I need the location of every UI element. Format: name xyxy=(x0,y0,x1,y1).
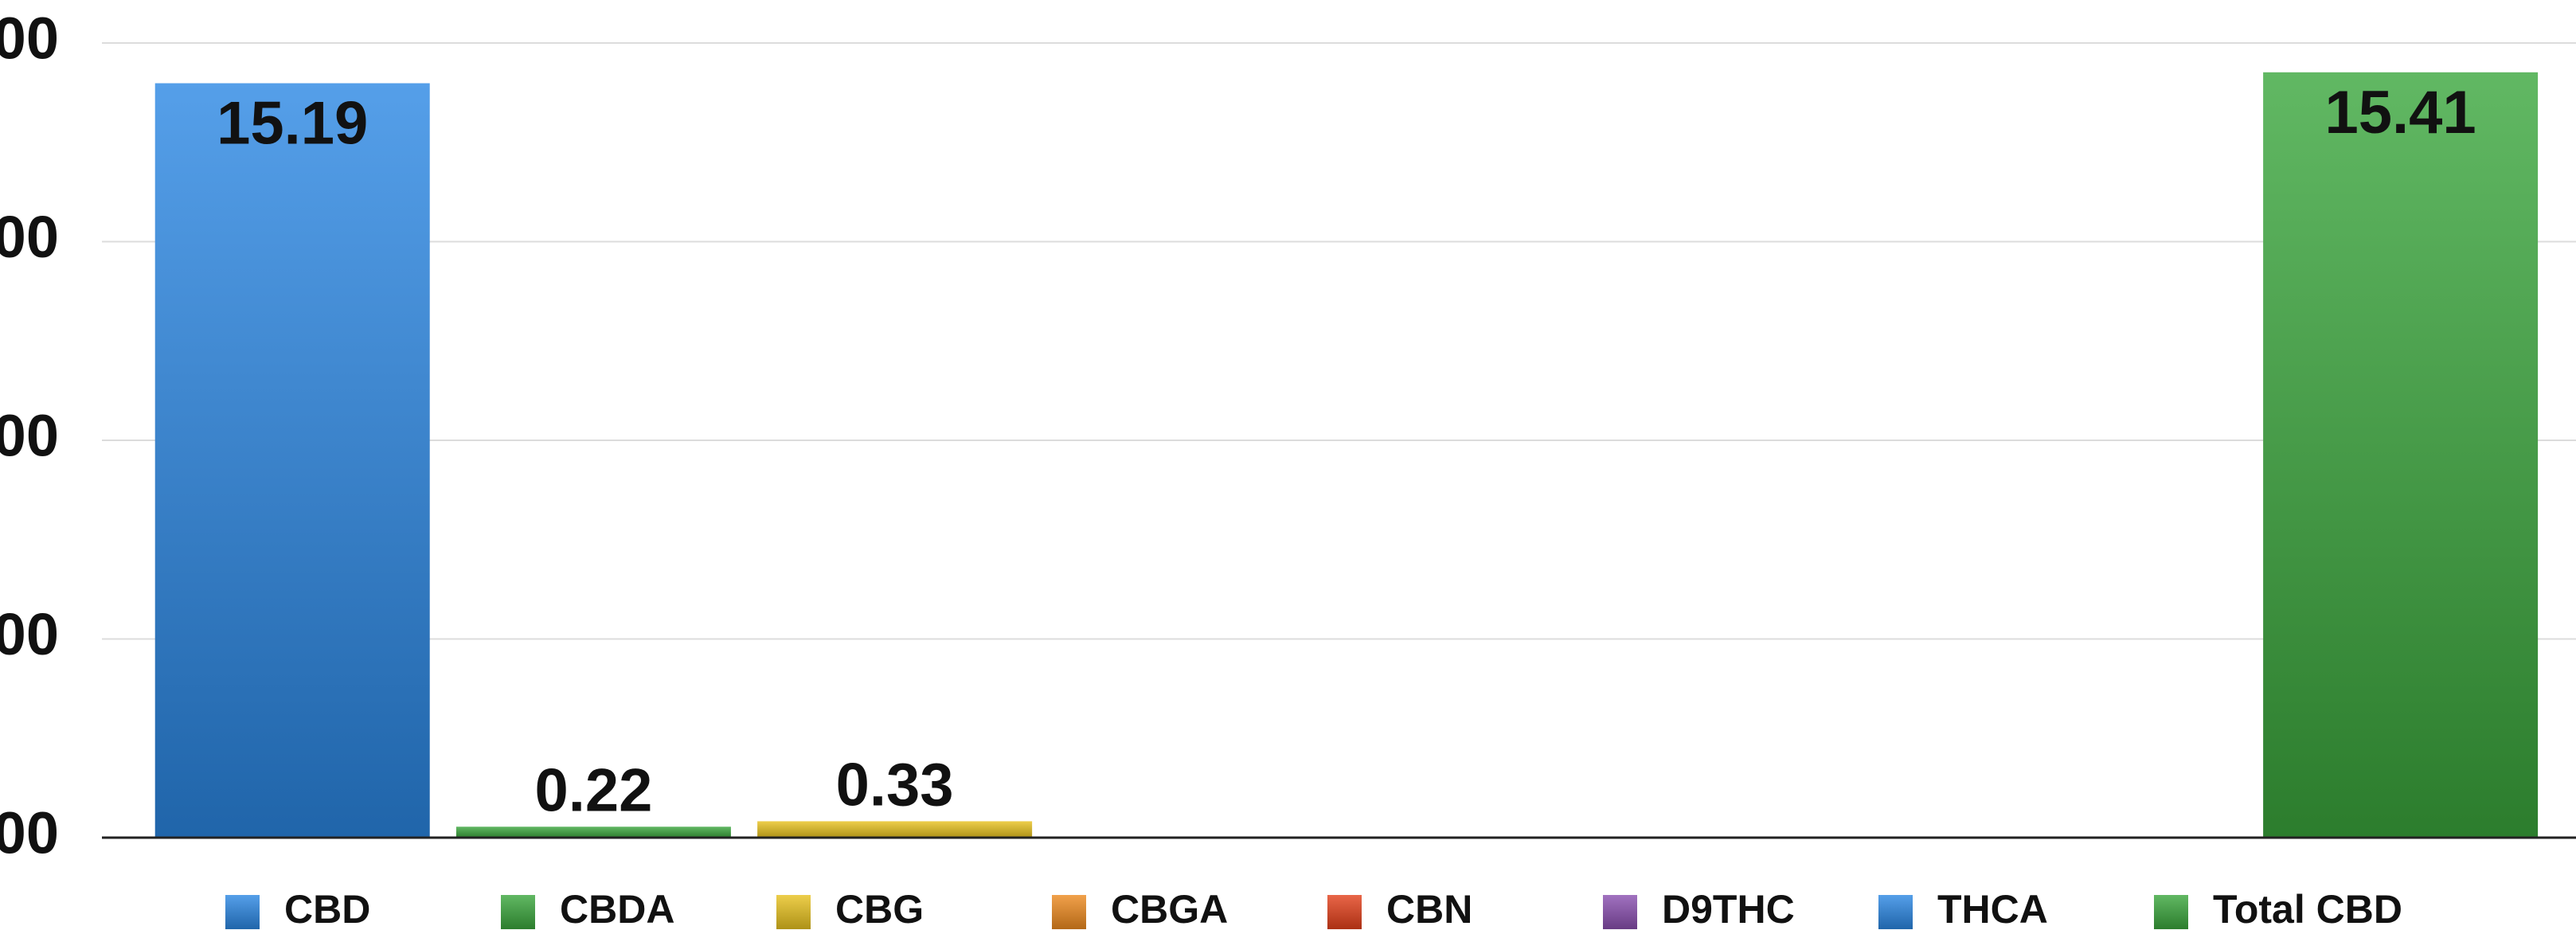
legend-swatch xyxy=(2154,895,2188,929)
legend-label: THCA xyxy=(1937,887,2048,930)
bar xyxy=(455,826,731,838)
legend-label: CBD xyxy=(284,887,370,930)
legend-swatch xyxy=(1052,895,1086,929)
y-tick-label: 4.00 xyxy=(0,601,59,667)
legend-swatch xyxy=(501,895,535,929)
legend-swatch xyxy=(225,895,260,929)
value-label: 0.22 xyxy=(534,756,652,824)
y-tick-label: 16.00 xyxy=(0,6,59,72)
y-tick-label: 12.00 xyxy=(0,204,59,270)
legend-label: CBN xyxy=(1386,887,1472,930)
legend-swatch xyxy=(1603,895,1637,929)
y-tick-label: 8.00 xyxy=(0,403,59,469)
value-label: 15.41 xyxy=(2325,79,2476,147)
legend-label: D9THC xyxy=(1662,887,1795,930)
legend-swatch xyxy=(1878,895,1913,929)
y-tick-label: 0.00 xyxy=(0,800,59,866)
bar xyxy=(154,83,430,838)
value-label: 15.19 xyxy=(217,90,368,158)
legend-label: Total CBD xyxy=(2213,887,2402,930)
legend-label: CBDA xyxy=(560,887,674,930)
bar xyxy=(757,821,1033,838)
bar xyxy=(2263,72,2539,838)
value-label: 0.33 xyxy=(836,751,954,819)
legend-swatch xyxy=(776,895,811,929)
legend-label: CBG xyxy=(835,887,924,930)
legend-swatch xyxy=(1327,895,1362,929)
legend-label: CBGA xyxy=(1111,887,1228,930)
